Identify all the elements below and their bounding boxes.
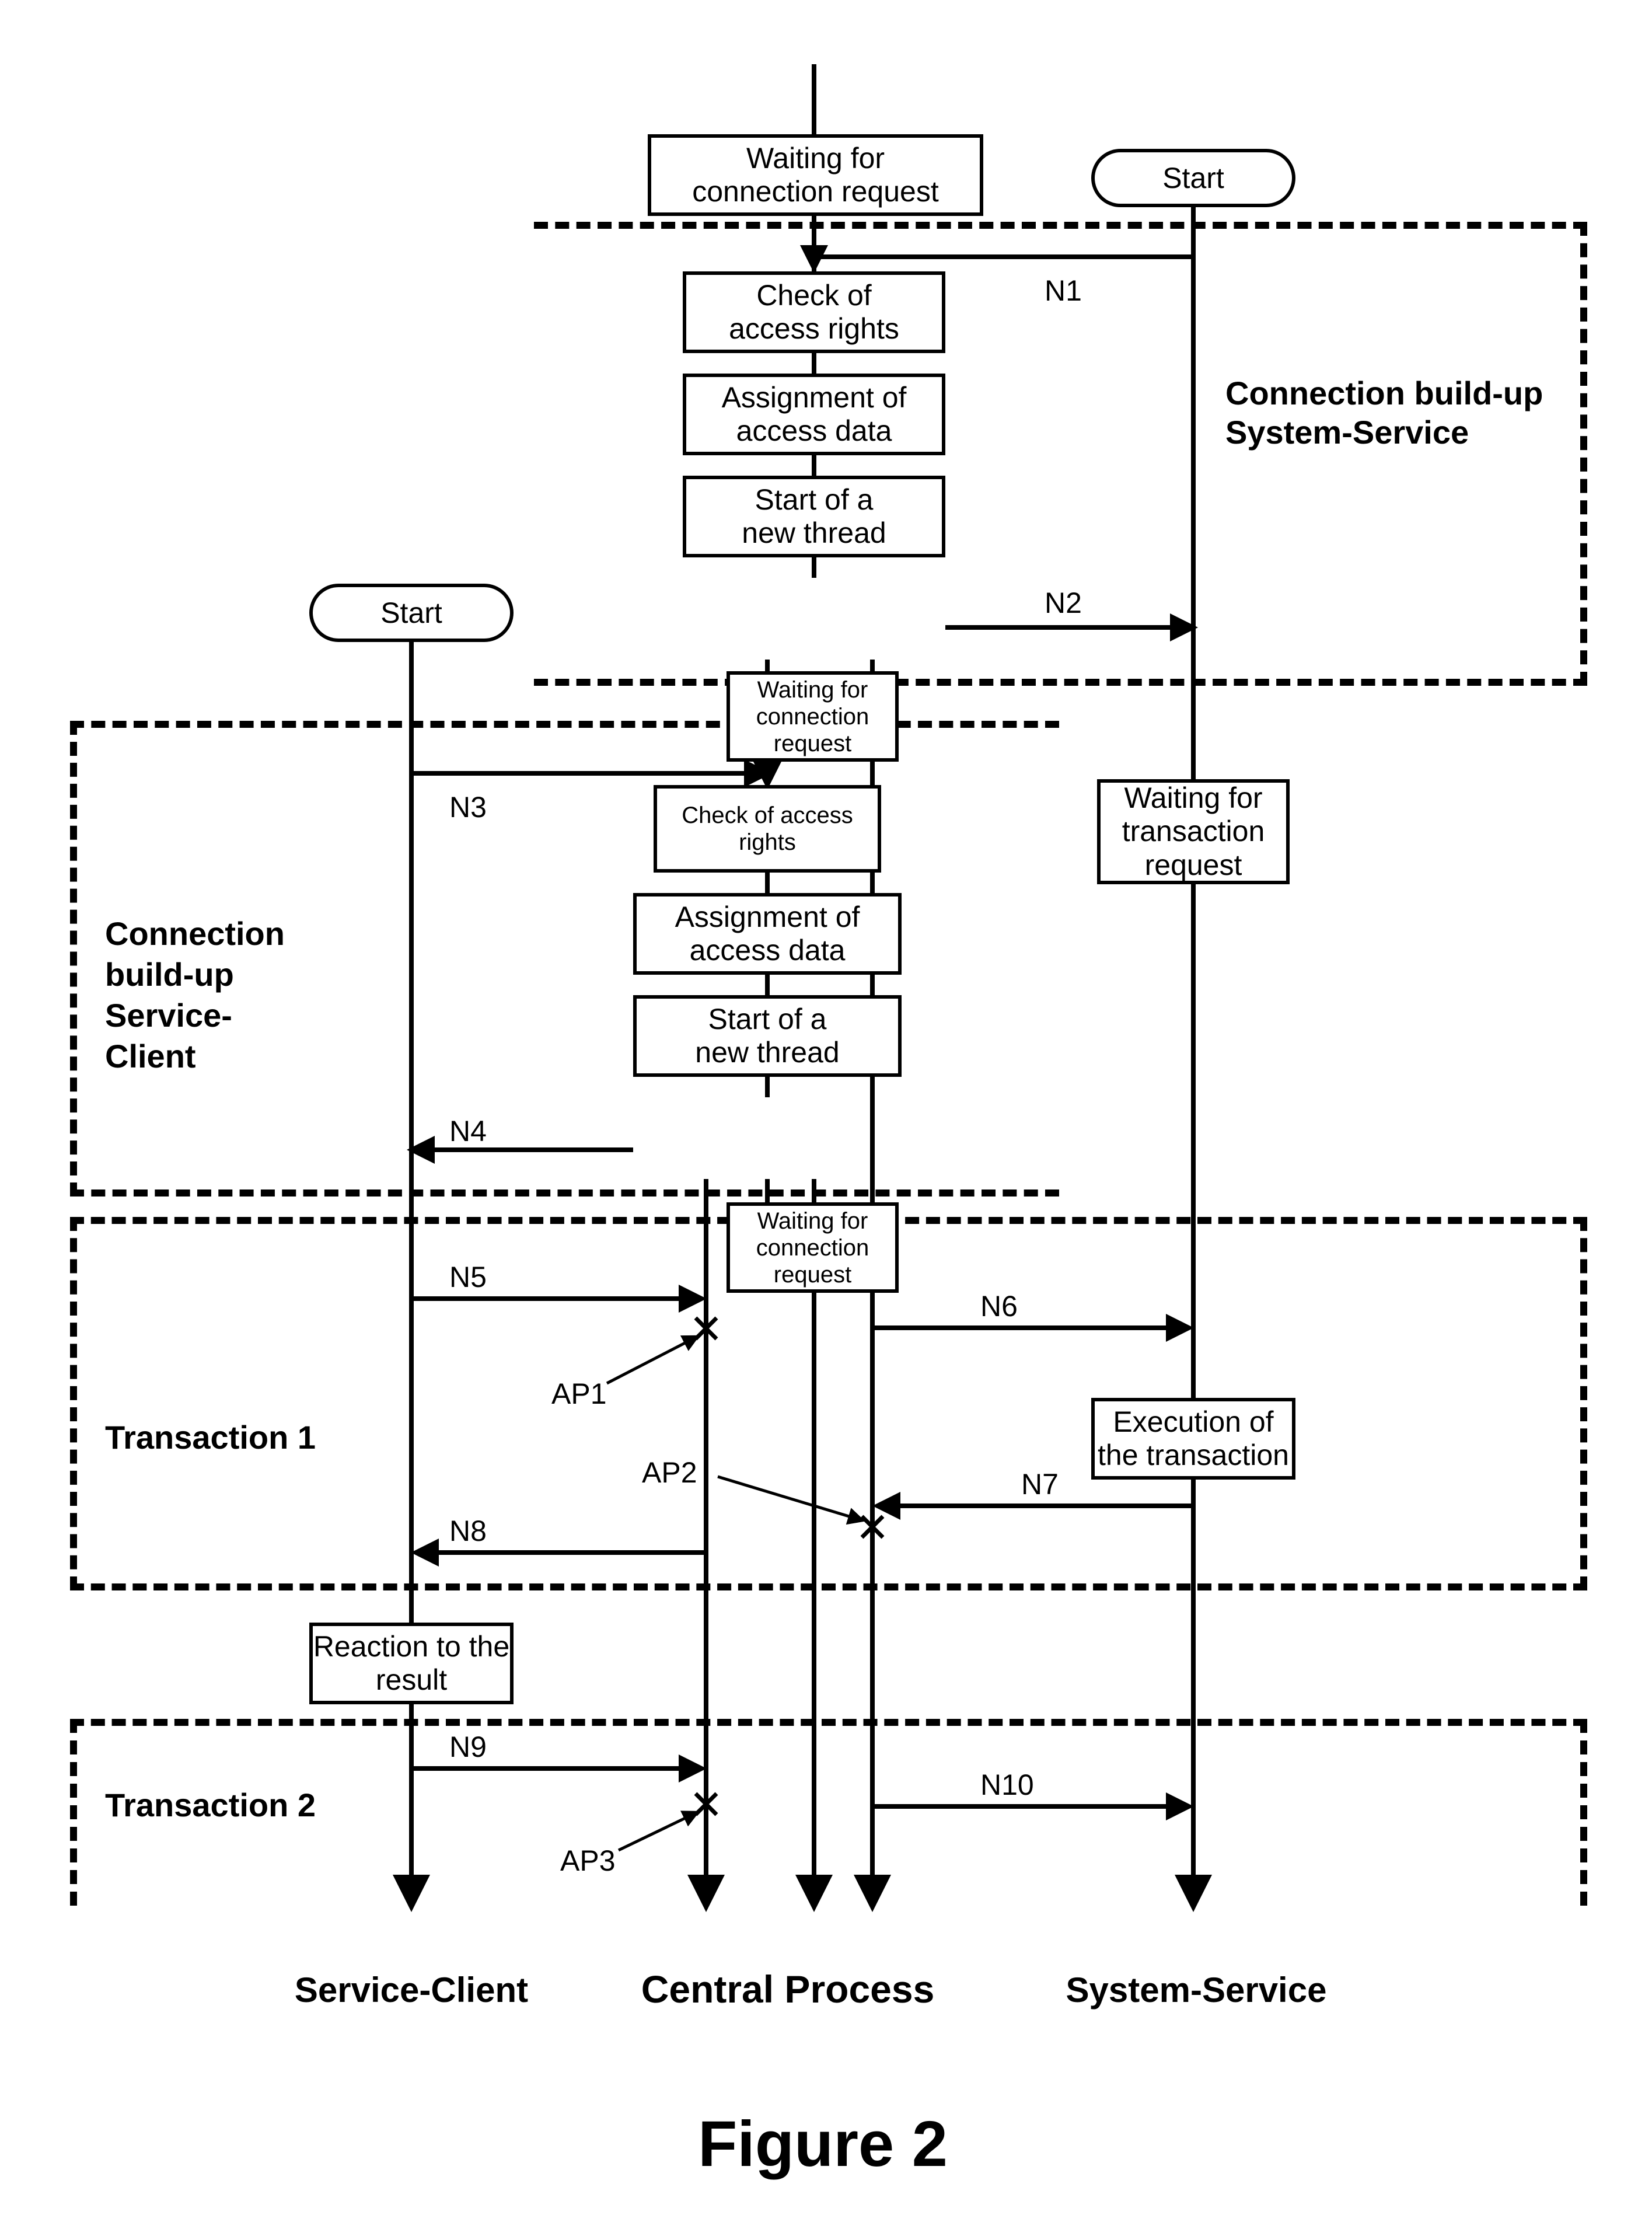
start-pill-right: Start <box>1091 149 1295 207</box>
group-conn-sys-label: Connection build-upSystem-Service <box>1225 374 1570 452</box>
box-exec-trans-label: Execution ofthe transaction <box>1098 1405 1289 1473</box>
box-check-access-2: Check of accessrights <box>654 785 881 873</box>
box-reaction-result-label: Reaction to theresult <box>313 1630 509 1697</box>
diagram-canvas: Connection build-upSystem-Service Connec… <box>0 0 1652 2236</box>
box-assign-access-2: Assignment ofaccess data <box>633 893 902 975</box>
box-wait-conn-2-label: Waiting forconnectionrequest <box>756 676 869 757</box>
box-start-thread-2-label: Start of anew thread <box>695 1003 839 1070</box>
axis-system-service: System-Service <box>1050 1970 1342 2010</box>
box-start-thread-2: Start of anew thread <box>633 995 902 1077</box>
box-exec-trans: Execution ofthe transaction <box>1091 1398 1295 1480</box>
box-check-access-1-label: Check ofaccess rights <box>729 279 899 346</box>
box-assign-access-1-label: Assignment ofaccess data <box>722 381 907 448</box>
box-check-access-2-label: Check of accessrights <box>682 802 853 856</box>
box-wait-conn-2: Waiting forconnectionrequest <box>727 671 899 762</box>
group-conn-client-label: Connectionbuild-upService-Client <box>105 913 309 1077</box>
box-assign-access-1: Assignment ofaccess data <box>683 374 945 455</box>
box-check-access-1: Check ofaccess rights <box>683 271 945 353</box>
box-wait-conn-3: Waiting forconnectionrequest <box>727 1202 899 1293</box>
group-trans2-label: Transaction 2 <box>105 1786 316 1824</box>
start-pill-left-label: Start <box>380 596 442 630</box>
box-wait-trans-req: Waiting fortransactionrequest <box>1097 779 1290 884</box>
start-pill-left: Start <box>309 584 514 642</box>
box-reaction-result: Reaction to theresult <box>309 1623 514 1704</box>
box-start-thread-1-label: Start of anew thread <box>742 483 886 550</box>
axis-central-process: Central Process <box>627 1967 948 2011</box>
box-wait-conn-3-label: Waiting forconnectionrequest <box>756 1208 869 1288</box>
start-pill-right-label: Start <box>1162 161 1224 195</box>
box-wait-conn-top-label: Waiting forconnection request <box>692 142 939 209</box>
figure-title: Figure 2 <box>584 2107 1062 2181</box>
box-wait-trans-req-label: Waiting fortransactionrequest <box>1122 782 1265 882</box>
box-wait-conn-top: Waiting forconnection request <box>648 134 983 216</box>
group-trans1-label: Transaction 1 <box>105 1418 316 1456</box>
axis-service-client: Service-Client <box>286 1970 537 2010</box>
box-assign-access-2-label: Assignment ofaccess data <box>675 901 860 968</box>
box-start-thread-1: Start of anew thread <box>683 476 945 557</box>
